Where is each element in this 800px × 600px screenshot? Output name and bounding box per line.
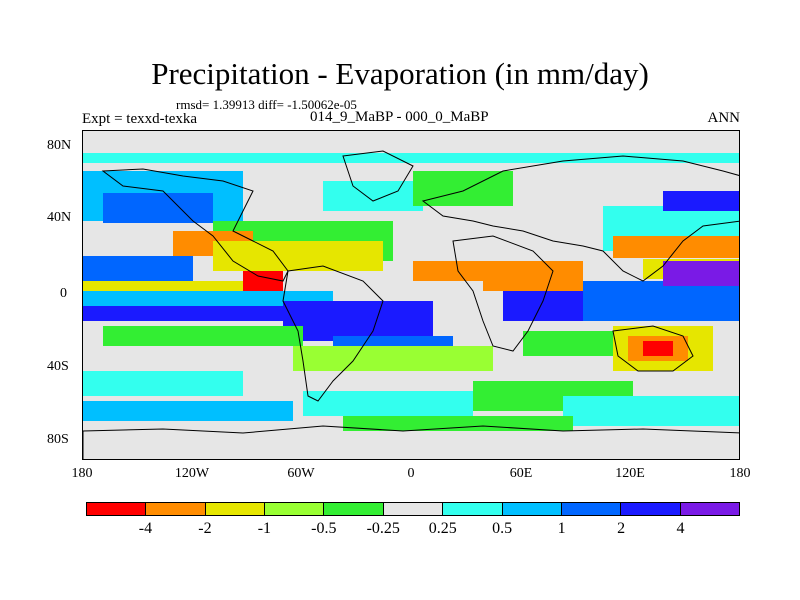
colorbar-swatch	[561, 503, 622, 515]
coastline-africa	[452, 235, 554, 352]
colorbar-swatch	[265, 503, 325, 515]
field-patch	[563, 396, 739, 426]
colorbar-label: 2	[617, 520, 626, 537]
coastline-south-america	[282, 265, 384, 402]
stats-text: rmsd= 1.39913 diff= -1.50062e-05	[176, 97, 357, 112]
colorbar-swatch	[502, 503, 562, 515]
colorbar	[86, 502, 740, 516]
colorbar-label: -0.25	[366, 520, 400, 537]
colorbar-swatch	[146, 503, 206, 515]
field-patch	[83, 153, 739, 163]
lat-tick-label: 40N	[47, 210, 72, 225]
field-patch	[83, 306, 283, 321]
field-patch	[413, 171, 513, 206]
colorbar-label: 1	[557, 520, 566, 537]
colorbar-label: -1	[257, 520, 272, 537]
field-patch	[483, 261, 583, 291]
colorbar-label: 0.5	[492, 520, 513, 537]
colorbar-swatch	[383, 503, 444, 515]
lon-tick-label: 60E	[509, 466, 533, 481]
map-panel	[82, 130, 740, 460]
coastline-greenland	[342, 150, 414, 202]
field-patch	[303, 391, 473, 416]
field-patch	[583, 281, 739, 321]
lat-tick-label: 80S	[47, 432, 69, 447]
lon-tick-label: 0	[407, 466, 415, 481]
field-patch	[83, 291, 333, 306]
colorbar-label: -4	[138, 520, 153, 537]
lon-tick-label: 180	[729, 466, 751, 481]
lat-tick-label: 0	[60, 286, 67, 301]
coastline-australia	[612, 325, 694, 372]
season-label: ANN	[707, 110, 741, 126]
field-patch	[103, 326, 303, 346]
coastline-eurasia	[421, 155, 739, 282]
colorbar-swatch	[443, 503, 503, 515]
field-patch	[323, 181, 423, 211]
field-patch	[83, 256, 193, 281]
field-patch	[103, 193, 213, 223]
colorbar-label: 0.25	[428, 520, 457, 537]
plot-title: Precipitation - Evaporation (in mm/day)	[151, 56, 649, 91]
lon-tick-label: 120E	[615, 466, 645, 481]
field-patch	[613, 236, 739, 258]
colorbar-swatch	[621, 503, 681, 515]
colorbar-swatch	[87, 503, 147, 515]
field-patch	[83, 371, 243, 396]
coastline-antarctica	[83, 425, 739, 459]
colorbar-label: -0.5	[311, 520, 337, 537]
field-layer	[83, 153, 739, 431]
period-label: 014_9_MaBP - 000_0_MaBP	[310, 109, 489, 125]
field-patch	[83, 281, 243, 291]
field-patch	[663, 261, 739, 286]
colorbar-swatch	[680, 503, 739, 515]
field-map	[83, 150, 739, 459]
lon-tick-label: 60W	[287, 466, 315, 481]
field-patch	[663, 191, 739, 211]
lat-tick-label: 80N	[47, 138, 72, 153]
field-patch	[283, 301, 433, 341]
field-patch	[83, 401, 293, 421]
field-patch	[643, 341, 673, 356]
colorbar-label: 4	[676, 520, 685, 537]
colorbar-swatch	[324, 503, 384, 515]
field-patch	[213, 241, 383, 271]
colorbar-label: -2	[198, 520, 212, 537]
lat-tick-label: 40S	[47, 359, 69, 374]
field-patch	[293, 346, 493, 371]
field-patch	[243, 271, 283, 291]
field-patch	[343, 416, 573, 431]
coastlines	[83, 150, 739, 459]
experiment-label: Expt = texxd-texka	[82, 111, 198, 127]
lon-tick-label: 180	[71, 466, 93, 481]
colorbar-swatch	[205, 503, 266, 515]
lon-tick-label: 120W	[174, 466, 210, 481]
